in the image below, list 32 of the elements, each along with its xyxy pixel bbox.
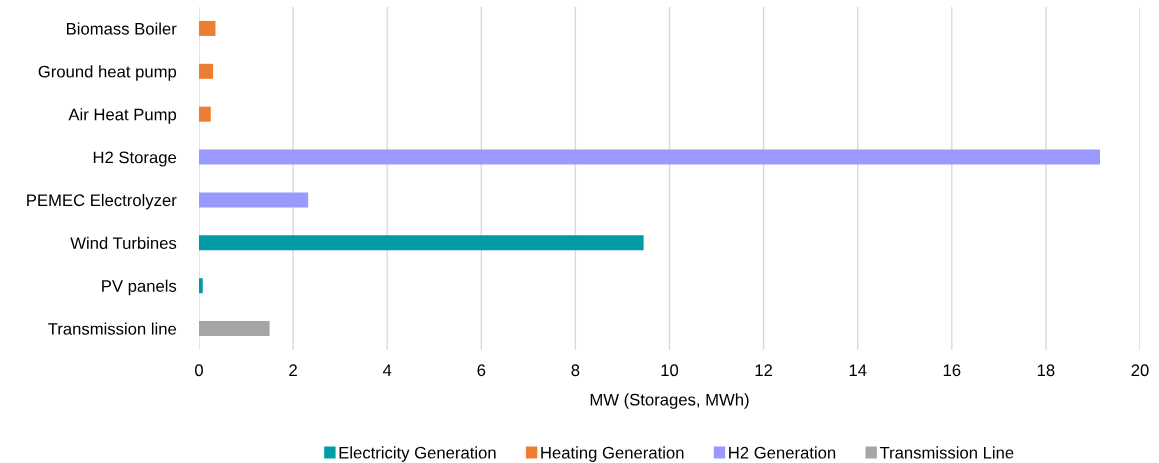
x-tick-label: 6 — [477, 364, 486, 377]
bar — [199, 63, 214, 79]
y-tick-label: Air Heat Pump — [68, 108, 177, 124]
x-tick-label: 2 — [289, 364, 297, 376]
bar — [199, 278, 203, 294]
x-tick-label: 20 — [1131, 364, 1149, 377]
x-tick-label: 14 — [849, 364, 867, 376]
bar — [199, 192, 309, 208]
legend-label: Electricity Generation — [339, 446, 496, 462]
bar — [199, 20, 216, 36]
bar — [199, 321, 270, 337]
x-axis-title: MW (Storages, MWh) — [590, 393, 749, 409]
legend-label: Transmission Line — [879, 446, 1014, 459]
y-tick-label: Biomass Boiler — [67, 22, 177, 35]
y-tick-label: PV panels — [102, 279, 177, 296]
bar — [199, 106, 211, 122]
x-tick-label: 4 — [382, 364, 392, 376]
x-tick-label: 10 — [661, 364, 679, 377]
y-tick-label: Transmission line — [48, 322, 177, 335]
bar — [199, 235, 644, 251]
y-tick-label: Ground heat pump — [38, 65, 177, 81]
x-tick-label: 12 — [755, 364, 773, 376]
bar — [199, 149, 1101, 165]
y-tick-label: PEMEC Electrolyzer — [27, 193, 177, 210]
y-tick-label: H2 Storage — [93, 151, 177, 167]
x-tick-label: 18 — [1037, 364, 1055, 377]
x-tick-label: 16 — [943, 364, 961, 377]
x-tick-label: 0 — [195, 364, 203, 377]
legend-label: Heating Generation — [541, 446, 684, 462]
legend-label: H2 Generation — [729, 446, 836, 459]
y-tick-label: Wind Turbines — [70, 236, 177, 250]
x-tick-label: 8 — [571, 364, 580, 377]
